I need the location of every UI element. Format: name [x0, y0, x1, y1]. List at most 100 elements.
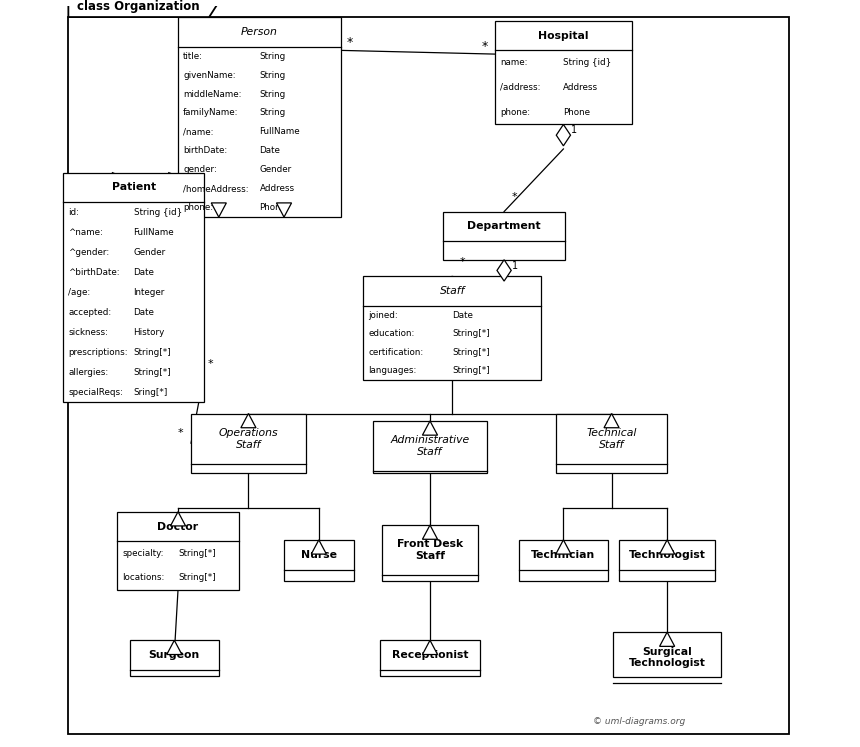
Bar: [117, 512, 239, 589]
Text: String[*]: String[*]: [178, 549, 216, 558]
Text: Department: Department: [467, 221, 541, 232]
Text: Administrative
Staff: Administrative Staff: [390, 436, 470, 457]
Text: Date: Date: [260, 146, 280, 155]
Text: Technologist: Technologist: [629, 550, 705, 560]
Polygon shape: [212, 203, 226, 217]
Polygon shape: [422, 525, 438, 539]
Bar: [613, 632, 721, 677]
Text: Staff: Staff: [439, 286, 465, 297]
Text: phone:: phone:: [500, 108, 530, 117]
Text: name:: name:: [500, 58, 527, 67]
Text: FullName: FullName: [260, 128, 300, 137]
Text: Phone: Phone: [260, 203, 286, 212]
Text: ^birthDate:: ^birthDate:: [68, 268, 120, 277]
Text: Operations
Staff: Operations Staff: [218, 428, 279, 450]
Bar: [191, 414, 306, 473]
Text: Gender: Gender: [133, 248, 166, 257]
Text: allergies:: allergies:: [68, 368, 108, 377]
Text: String[*]: String[*]: [452, 367, 490, 376]
Polygon shape: [68, 0, 223, 17]
Text: Technical
Staff: Technical Staff: [587, 428, 636, 450]
Text: Integer: Integer: [133, 288, 165, 297]
Bar: [556, 414, 667, 473]
Text: familyName:: familyName:: [183, 108, 239, 117]
Text: /homeAddress:: /homeAddress:: [183, 185, 249, 193]
Text: /name:: /name:: [183, 128, 214, 137]
Text: History: History: [133, 328, 165, 337]
Text: Address: Address: [563, 83, 599, 92]
Text: phone:: phone:: [183, 203, 213, 212]
Text: *: *: [347, 37, 353, 49]
Text: specialty:: specialty:: [122, 549, 163, 558]
Text: Person: Person: [241, 27, 278, 37]
Text: ^name:: ^name:: [68, 228, 103, 237]
Text: certification:: certification:: [368, 348, 424, 357]
Text: joined:: joined:: [368, 311, 398, 320]
Text: specialReqs:: specialReqs:: [68, 388, 123, 397]
Text: Patient: Patient: [112, 182, 156, 193]
Polygon shape: [604, 414, 619, 428]
Text: *: *: [482, 40, 488, 53]
Text: String: String: [260, 71, 286, 80]
Text: *: *: [178, 428, 183, 438]
Text: birthDate:: birthDate:: [183, 146, 228, 155]
Text: gender:: gender:: [183, 165, 217, 174]
Text: Receptionist: Receptionist: [392, 650, 468, 660]
Bar: [519, 540, 608, 580]
Bar: [63, 173, 204, 403]
Polygon shape: [660, 632, 675, 646]
Polygon shape: [556, 125, 570, 146]
Text: Date: Date: [452, 311, 473, 320]
Polygon shape: [497, 260, 511, 281]
Bar: [382, 525, 478, 580]
Bar: [178, 17, 341, 217]
Text: /address:: /address:: [500, 83, 541, 92]
Text: Date: Date: [133, 268, 155, 277]
Text: Surgeon: Surgeon: [149, 650, 200, 660]
Text: FullName: FullName: [133, 228, 175, 237]
Text: Front Desk
Staff: Front Desk Staff: [397, 539, 463, 561]
Text: id:: id:: [68, 208, 79, 217]
Text: Sring[*]: Sring[*]: [133, 388, 168, 397]
Text: ^gender:: ^gender:: [68, 248, 109, 257]
Text: String[*]: String[*]: [452, 348, 490, 357]
Polygon shape: [422, 421, 438, 436]
Text: String[*]: String[*]: [452, 329, 490, 338]
Text: 1: 1: [512, 261, 518, 270]
Bar: [284, 540, 354, 580]
Text: *: *: [459, 257, 465, 267]
Text: languages:: languages:: [368, 367, 417, 376]
Text: title:: title:: [183, 52, 203, 61]
Text: class Organization: class Organization: [77, 0, 200, 13]
Text: Surgical
Technologist: Surgical Technologist: [629, 647, 705, 668]
Text: Doctor: Doctor: [157, 521, 199, 532]
Polygon shape: [660, 540, 675, 554]
Text: *: *: [207, 359, 213, 370]
Bar: [443, 211, 565, 260]
Text: String[*]: String[*]: [133, 348, 171, 357]
Text: Gender: Gender: [260, 165, 292, 174]
Text: String {id}: String {id}: [133, 208, 181, 217]
Text: String: String: [260, 90, 286, 99]
Text: Address: Address: [260, 185, 295, 193]
Text: String[*]: String[*]: [178, 573, 216, 582]
Text: Nurse: Nurse: [301, 550, 337, 560]
Text: accepted:: accepted:: [68, 308, 112, 317]
Text: String: String: [260, 108, 286, 117]
Bar: [380, 640, 480, 676]
Text: © uml-diagrams.org: © uml-diagrams.org: [593, 716, 685, 725]
Polygon shape: [556, 540, 571, 554]
Text: givenName:: givenName:: [183, 71, 236, 80]
Text: Date: Date: [133, 308, 155, 317]
Bar: [372, 421, 488, 473]
Text: Phone: Phone: [563, 108, 591, 117]
Text: education:: education:: [368, 329, 415, 338]
Text: Hospital: Hospital: [538, 31, 588, 40]
Polygon shape: [311, 540, 327, 554]
Bar: [130, 640, 218, 676]
Polygon shape: [170, 512, 186, 526]
Text: String: String: [260, 52, 286, 61]
Text: String[*]: String[*]: [133, 368, 171, 377]
Polygon shape: [167, 640, 181, 654]
Polygon shape: [276, 203, 292, 217]
